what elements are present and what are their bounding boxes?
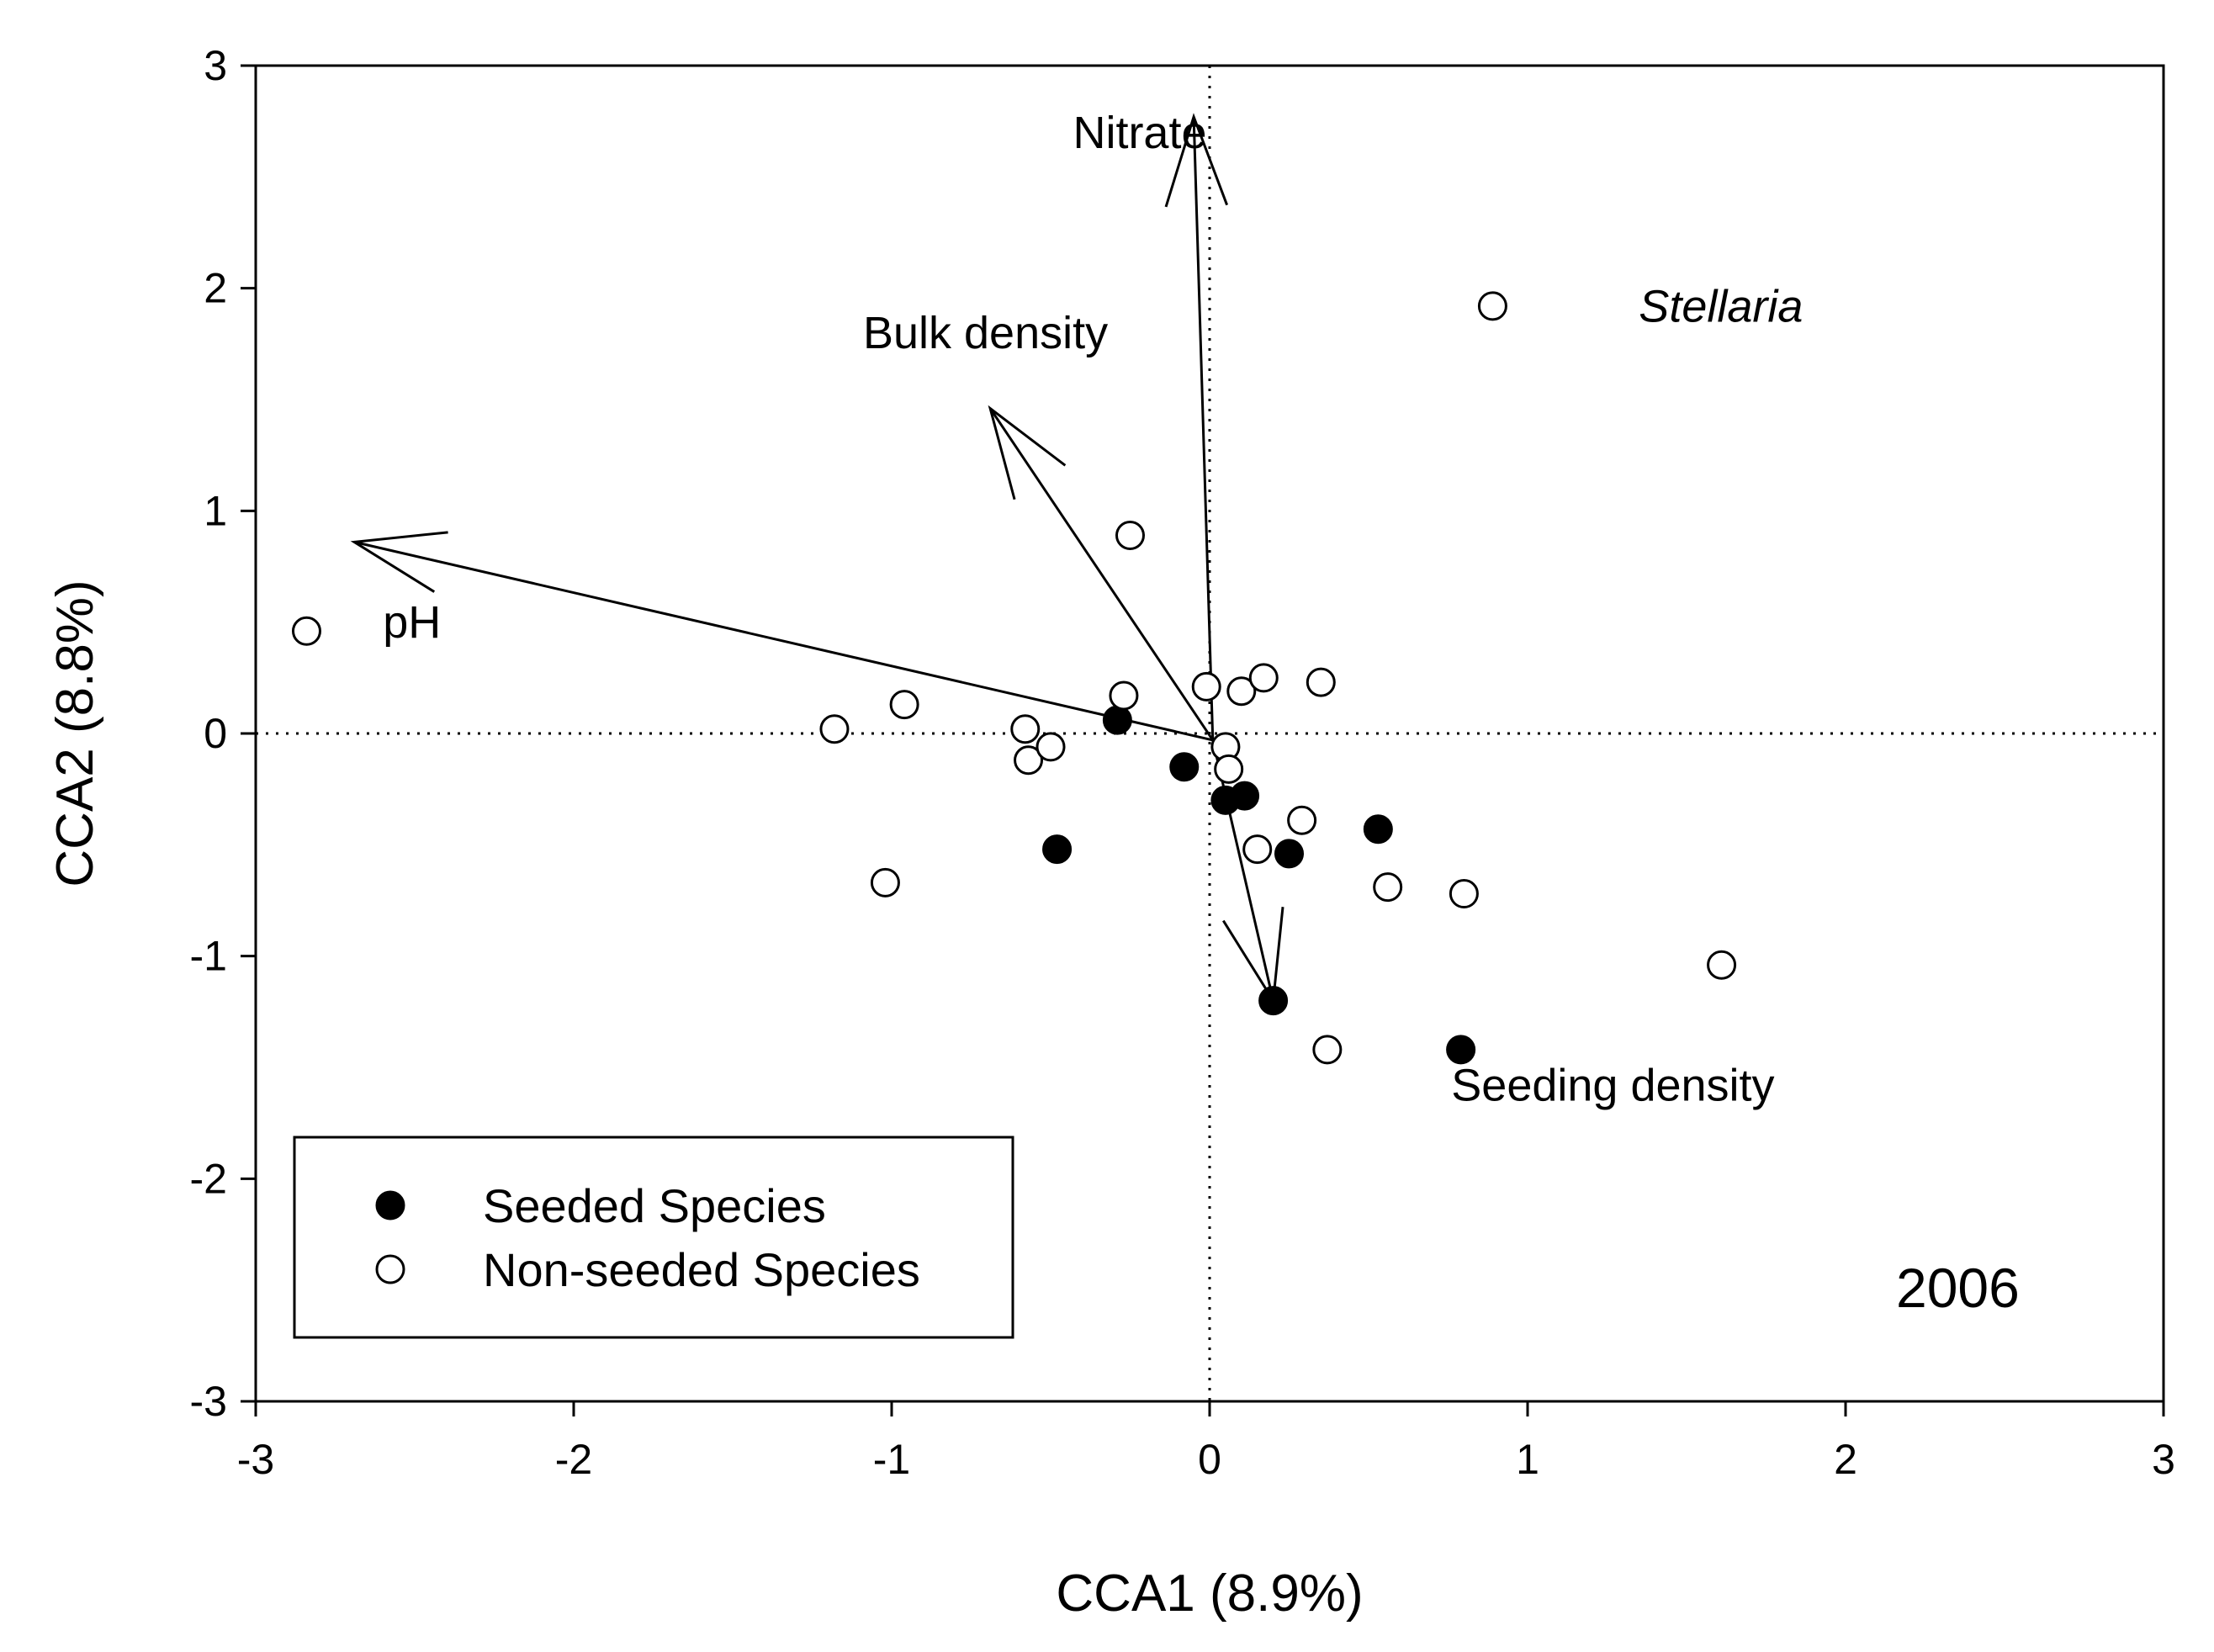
y-tick-label: 2 — [204, 265, 227, 312]
x-tick-label: 1 — [1516, 1436, 1539, 1483]
y-tick-label: 3 — [204, 42, 227, 89]
seeded-point — [1274, 839, 1304, 869]
nonseeded-point — [1306, 667, 1336, 697]
x-tick-label: -2 — [555, 1436, 592, 1483]
arrowhead-nitrate — [1164, 113, 1229, 208]
nonseeded-point — [1010, 714, 1041, 744]
arrowhead-bulk-density — [988, 405, 1067, 500]
nonseeded-point — [1477, 291, 1507, 321]
nonseeded-point — [1707, 950, 1737, 980]
legend: Seeded Species Non-seeded Species — [293, 1136, 1014, 1339]
label-bulk-density: Bulk density — [863, 308, 1108, 358]
nonseeded-point — [1191, 671, 1221, 702]
nonseeded-point — [870, 867, 900, 897]
y-axis-title: CCA2 (8.8%) — [46, 580, 104, 887]
y-tick-label: -1 — [190, 933, 227, 980]
nonseeded-point — [1373, 872, 1403, 903]
arrow-seeding-density — [1211, 739, 1275, 1001]
nonseeded-point — [1014, 745, 1044, 776]
x-tick-label: -1 — [873, 1436, 910, 1483]
nonseeded-point — [1248, 663, 1279, 693]
nonseeded-point — [1214, 754, 1244, 784]
nonseeded-point — [1312, 1035, 1343, 1065]
seeded-point — [1102, 705, 1132, 735]
x-tick-label: 2 — [1834, 1436, 1857, 1483]
legend-nonseeded-label: Non-seeded Species — [483, 1243, 920, 1296]
arrow-ph — [353, 540, 1214, 742]
arrowhead-ph — [350, 531, 448, 593]
legend-nonseeded-marker — [375, 1254, 405, 1284]
y-tick-label: -2 — [190, 1155, 227, 1202]
seeded-point — [1169, 752, 1200, 782]
seeded-point — [1042, 834, 1073, 865]
nonseeded-point — [1115, 520, 1145, 550]
nonseeded-point — [1287, 805, 1317, 835]
nonseeded-point — [1242, 834, 1273, 865]
legend-box — [293, 1136, 1014, 1339]
nonseeded-point — [1035, 732, 1066, 762]
nonseeded-point — [1449, 879, 1479, 909]
legend-seeded-label: Seeded Species — [483, 1179, 826, 1232]
x-axis-title: CCA1 (8.9%) — [1056, 1565, 1363, 1623]
y-tick-label: 1 — [204, 487, 227, 534]
x-tick-label: 0 — [1198, 1436, 1221, 1483]
y-tick-label: -3 — [190, 1378, 227, 1425]
label-seeding-density: Seeding density — [1451, 1061, 1774, 1111]
year-label: 2006 — [1896, 1257, 2020, 1319]
x-tick-label: -3 — [237, 1436, 274, 1483]
nonseeded-point — [889, 690, 919, 720]
seeded-point — [1230, 781, 1260, 811]
arrow-nitrate — [1192, 116, 1215, 740]
seeded-point — [1446, 1035, 1476, 1065]
nonseeded-point — [1226, 676, 1257, 707]
legend-seeded-marker — [375, 1190, 405, 1220]
x-tick-label: 3 — [2152, 1436, 2175, 1483]
label-ph: pH — [383, 597, 441, 648]
nonseeded-point — [819, 714, 850, 744]
nonseeded-point — [1109, 680, 1139, 711]
label-nitrate: Nitrate — [1073, 108, 1206, 158]
nonseeded-point — [291, 616, 321, 646]
y-tick-label: 0 — [204, 710, 227, 757]
label-stellaria: Stellaria — [1639, 281, 1803, 331]
seeded-point — [1363, 814, 1393, 845]
arrow-bulk-density — [988, 407, 1215, 741]
seeded-point — [1258, 986, 1289, 1016]
